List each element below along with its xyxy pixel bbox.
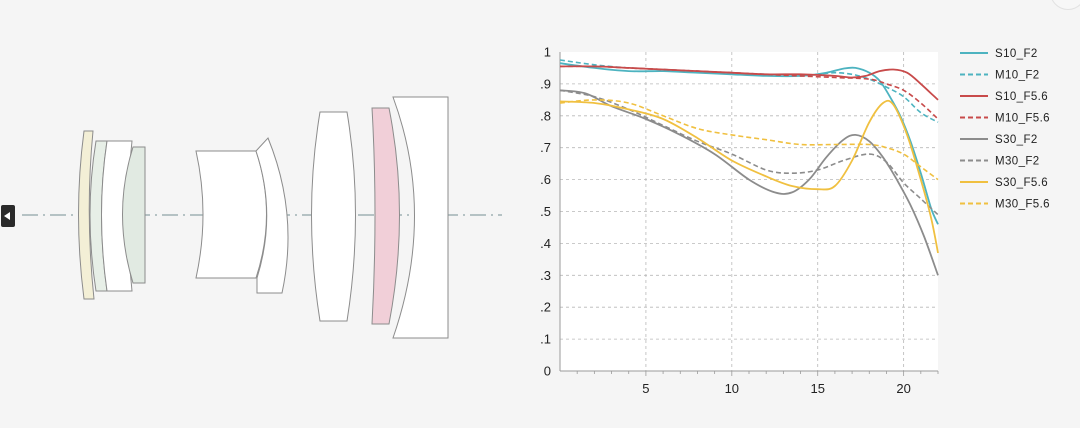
legend-label-m30-f2: M30_F2 — [995, 156, 1040, 168]
chart-grid — [560, 52, 938, 371]
y-tick-label: 0.9 — [540, 76, 551, 91]
x-tick-label: 10 — [725, 381, 739, 396]
x-tick-label: 20 — [896, 381, 910, 396]
legend-label-s30-f5-6: S30_F5.6 — [995, 177, 1048, 189]
y-tick-label: 0.5 — [540, 204, 551, 219]
series-line-s10-f5-6 — [559, 65, 939, 101]
y-tick-label: 0.7 — [540, 140, 551, 155]
lens-element-8 — [371, 107, 400, 325]
legend-label-m10-f5-6: M10_F5.6 — [995, 113, 1050, 125]
series-line-m10-f5-6 — [559, 65, 939, 120]
lens-element-1 — [78, 130, 95, 300]
series-line-s10-f2 — [559, 62, 939, 225]
chart-legend: S10_F2 M10_F2 S10_F5.6 M10_F5.6 S30_F2 M30_F2… — [960, 48, 1050, 211]
lens-element-5 — [195, 150, 267, 279]
lens-diagram — [22, 96, 502, 339]
y-tick-label: 0 — [544, 364, 551, 379]
y-tick-label: 0.2 — [540, 300, 551, 315]
series-line-s30-f2 — [559, 89, 939, 276]
x-tick-label: 15 — [810, 381, 824, 396]
y-tick-label: 0.4 — [540, 236, 551, 251]
collapse-handle-icon[interactable] — [1, 205, 15, 227]
x-tick-label: 5 — [642, 381, 649, 396]
lens-element-4 — [122, 146, 146, 284]
lens-element-6 — [255, 137, 289, 294]
y-tick-label: 1 — [544, 45, 551, 60]
legend-label-m30-f5-6: M30_F5.6 — [995, 199, 1050, 211]
legend-label-s10-f5-6: S10_F5.6 — [995, 91, 1048, 103]
lens-element-7 — [311, 111, 356, 322]
y-tick-label: 0.1 — [540, 332, 551, 347]
lens-element-9 — [392, 96, 449, 339]
legend-label-m10-f2: M10_F2 — [995, 70, 1040, 82]
y-tick-label: 0.3 — [540, 268, 551, 283]
series-line-s30-f5-6 — [559, 99, 939, 254]
legend-label-s10-f2: S10_F2 — [995, 48, 1038, 60]
series-line-m30-f5-6 — [559, 99, 939, 181]
y-tick-label: 0.6 — [540, 172, 551, 187]
y-tick-label: 0.8 — [540, 108, 551, 123]
legend-label-s30-f2: S30_F2 — [995, 134, 1038, 146]
series-line-m30-f2 — [559, 89, 939, 216]
chart-series — [559, 59, 939, 276]
